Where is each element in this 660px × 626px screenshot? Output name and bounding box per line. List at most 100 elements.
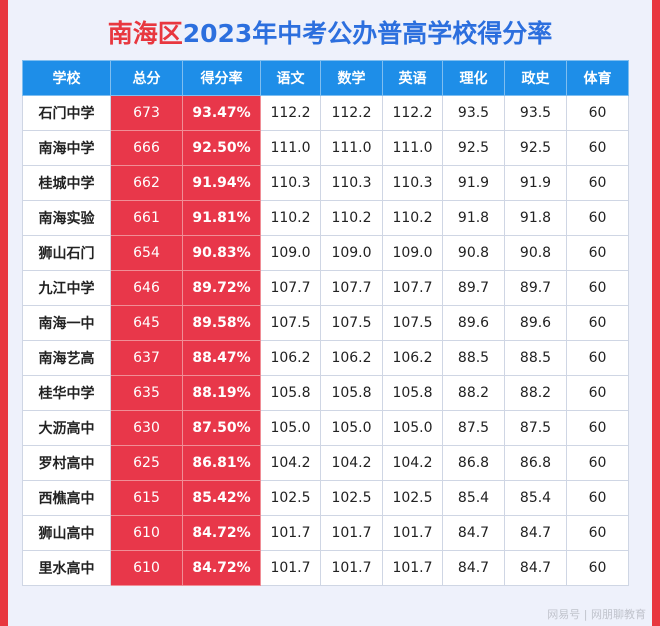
cell-rate: 92.50% bbox=[182, 130, 261, 166]
cell-total: 646 bbox=[110, 270, 183, 306]
cell-politics-history: 85.4 bbox=[504, 480, 567, 516]
cell-school: 石门中学 bbox=[22, 95, 111, 131]
cell-pe: 60 bbox=[566, 95, 629, 131]
cell-english: 105.0 bbox=[382, 410, 443, 446]
cell-english: 101.7 bbox=[382, 515, 443, 551]
cell-school: 罗村高中 bbox=[22, 445, 111, 481]
cell-rate: 85.42% bbox=[182, 480, 261, 516]
cell-total: 625 bbox=[110, 445, 183, 481]
cell-total: 645 bbox=[110, 305, 183, 341]
header-math: 数学 bbox=[320, 60, 383, 96]
cell-politics-history: 89.6 bbox=[504, 305, 567, 341]
cell-politics-history: 91.9 bbox=[504, 165, 567, 201]
cell-math: 106.2 bbox=[320, 340, 383, 376]
cell-school: 狮山石门 bbox=[22, 235, 111, 271]
header-politics-history: 政史 bbox=[504, 60, 567, 96]
cell-rate: 86.81% bbox=[182, 445, 261, 481]
cell-phys-chem: 89.7 bbox=[442, 270, 505, 306]
cell-english: 101.7 bbox=[382, 550, 443, 586]
cell-math: 105.0 bbox=[320, 410, 383, 446]
table-row: 南海中学 666 92.50% 111.0 111.0 111.0 92.5 92.5 60 bbox=[22, 130, 629, 166]
table-row: 南海艺高 637 88.47% 106.2 106.2 106.2 88.5 88.5 60 bbox=[22, 340, 629, 376]
cell-rate: 87.50% bbox=[182, 410, 261, 446]
cell-chinese: 107.7 bbox=[260, 270, 321, 306]
header-pe: 体育 bbox=[566, 60, 629, 96]
cell-math: 105.8 bbox=[320, 375, 383, 411]
cell-chinese: 112.2 bbox=[260, 95, 321, 131]
cell-total: 661 bbox=[110, 200, 183, 236]
cell-math: 104.2 bbox=[320, 445, 383, 481]
cell-rate: 89.58% bbox=[182, 305, 261, 341]
cell-politics-history: 86.8 bbox=[504, 445, 567, 481]
cell-chinese: 110.3 bbox=[260, 165, 321, 201]
cell-chinese: 107.5 bbox=[260, 305, 321, 341]
cell-rate: 93.47% bbox=[182, 95, 261, 131]
cell-math: 107.5 bbox=[320, 305, 383, 341]
cell-chinese: 106.2 bbox=[260, 340, 321, 376]
cell-english: 106.2 bbox=[382, 340, 443, 376]
cell-pe: 60 bbox=[566, 200, 629, 236]
cell-chinese: 110.2 bbox=[260, 200, 321, 236]
cell-phys-chem: 91.9 bbox=[442, 165, 505, 201]
table-row: 大沥高中 630 87.50% 105.0 105.0 105.0 87.5 87.5 60 bbox=[22, 410, 629, 446]
cell-total: 635 bbox=[110, 375, 183, 411]
cell-pe: 60 bbox=[566, 375, 629, 411]
cell-chinese: 104.2 bbox=[260, 445, 321, 481]
cell-school: 九江中学 bbox=[22, 270, 111, 306]
watermark: 网易号 | 网朋聊教育 bbox=[547, 608, 646, 621]
cell-rate: 89.72% bbox=[182, 270, 261, 306]
cell-politics-history: 91.8 bbox=[504, 200, 567, 236]
cell-chinese: 109.0 bbox=[260, 235, 321, 271]
cell-math: 110.3 bbox=[320, 165, 383, 201]
cell-english: 105.8 bbox=[382, 375, 443, 411]
cell-total: 662 bbox=[110, 165, 183, 201]
cell-rate: 90.83% bbox=[182, 235, 261, 271]
cell-english: 110.3 bbox=[382, 165, 443, 201]
cell-pe: 60 bbox=[566, 130, 629, 166]
cell-rate: 84.72% bbox=[182, 515, 261, 551]
cell-phys-chem: 84.7 bbox=[442, 515, 505, 551]
cell-total: 615 bbox=[110, 480, 183, 516]
cell-politics-history: 88.2 bbox=[504, 375, 567, 411]
cell-math: 101.7 bbox=[320, 550, 383, 586]
cell-school: 南海艺高 bbox=[22, 340, 111, 376]
cell-pe: 60 bbox=[566, 445, 629, 481]
cell-school: 南海实验 bbox=[22, 200, 111, 236]
cell-politics-history: 87.5 bbox=[504, 410, 567, 446]
cell-total: 666 bbox=[110, 130, 183, 166]
cell-chinese: 105.8 bbox=[260, 375, 321, 411]
cell-english: 112.2 bbox=[382, 95, 443, 131]
cell-school: 狮山高中 bbox=[22, 515, 111, 551]
cell-rate: 91.94% bbox=[182, 165, 261, 201]
cell-rate: 88.19% bbox=[182, 375, 261, 411]
cell-politics-history: 93.5 bbox=[504, 95, 567, 131]
table-row: 桂城中学 662 91.94% 110.3 110.3 110.3 91.9 91.9 60 bbox=[22, 165, 629, 201]
cell-total: 630 bbox=[110, 410, 183, 446]
cell-school: 桂城中学 bbox=[22, 165, 111, 201]
title-main: 2023年中考公办普高学校得分率 bbox=[182, 19, 553, 48]
cell-english: 102.5 bbox=[382, 480, 443, 516]
cell-politics-history: 89.7 bbox=[504, 270, 567, 306]
cell-chinese: 101.7 bbox=[260, 550, 321, 586]
cell-phys-chem: 88.5 bbox=[442, 340, 505, 376]
cell-total: 610 bbox=[110, 550, 183, 586]
cell-chinese: 111.0 bbox=[260, 130, 321, 166]
cell-pe: 60 bbox=[566, 270, 629, 306]
cell-phys-chem: 87.5 bbox=[442, 410, 505, 446]
table-row: 九江中学 646 89.72% 107.7 107.7 107.7 89.7 89.7 60 bbox=[22, 270, 629, 306]
header-chinese: 语文 bbox=[260, 60, 321, 96]
cell-math: 110.2 bbox=[320, 200, 383, 236]
cell-chinese: 102.5 bbox=[260, 480, 321, 516]
cell-rate: 88.47% bbox=[182, 340, 261, 376]
cell-school: 西樵高中 bbox=[22, 480, 111, 516]
cell-politics-history: 88.5 bbox=[504, 340, 567, 376]
cell-total: 673 bbox=[110, 95, 183, 131]
header-rate: 得分率 bbox=[182, 60, 261, 96]
cell-phys-chem: 92.5 bbox=[442, 130, 505, 166]
left-edge-stripe bbox=[0, 0, 8, 626]
cell-phys-chem: 91.8 bbox=[442, 200, 505, 236]
cell-math: 102.5 bbox=[320, 480, 383, 516]
header-total: 总分 bbox=[110, 60, 183, 96]
cell-phys-chem: 90.8 bbox=[442, 235, 505, 271]
cell-school: 大沥高中 bbox=[22, 410, 111, 446]
